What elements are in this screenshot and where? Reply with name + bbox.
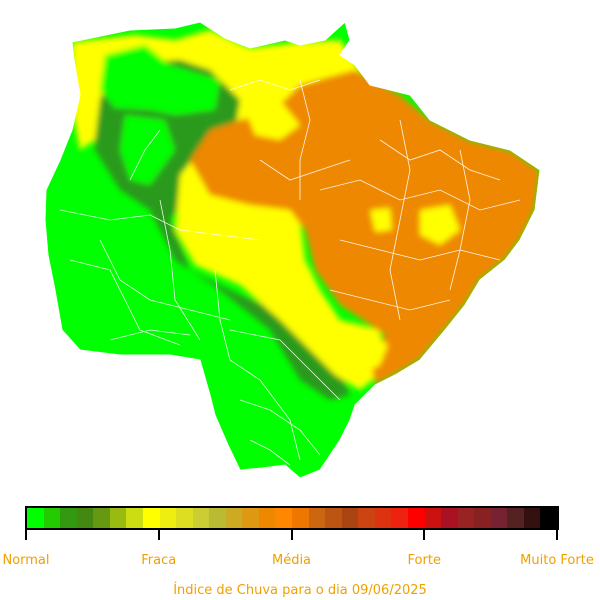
legend-tick (157, 530, 160, 540)
legend-label-média: Média (271, 553, 312, 568)
legend-swatch (60, 508, 77, 528)
zone-fraca-patch (420, 205, 460, 245)
legend-swatch (391, 508, 408, 528)
legend-swatch (43, 508, 61, 528)
legend-swatch (76, 508, 94, 528)
legend-swatch (93, 508, 110, 528)
legend-swatch (258, 508, 276, 528)
legend-tick (290, 530, 293, 540)
zone-fraca-patch (245, 220, 290, 275)
legend-swatch (176, 508, 193, 528)
legend-swatch (142, 508, 160, 528)
legend-swatch (341, 508, 359, 528)
rain-zones (45, 22, 540, 478)
legend-swatch (441, 508, 458, 528)
legend-swatch (507, 508, 524, 528)
zone-fraca-patch (310, 325, 388, 380)
legend-tick (25, 530, 27, 540)
legend-swatch (540, 508, 557, 528)
state-map (44, 21, 541, 479)
legend-swatch (292, 508, 309, 528)
zone-normal-pocket (100, 45, 220, 115)
zone-normal-pocket (120, 115, 175, 185)
zone-media (190, 70, 540, 385)
legend-swatch (159, 508, 177, 528)
legend-swatch (126, 508, 143, 528)
map-caption: Índice de Chuva para o dia 09/06/2025 (173, 583, 427, 598)
legend-swatch (424, 508, 442, 528)
legend-swatch (358, 508, 375, 528)
legend-swatch (109, 508, 127, 528)
legend-tick (423, 530, 426, 540)
legend-swatch (242, 508, 259, 528)
municipality-borders (59, 79, 521, 466)
legend-swatch (457, 508, 475, 528)
legend-label-muito-forte: Muito Forte (520, 553, 594, 568)
legend-swatch (275, 508, 292, 528)
legend-swatch (407, 508, 425, 528)
zone-fraca-patch (370, 208, 392, 232)
legend-tick (556, 530, 558, 540)
legend-swatch (325, 508, 342, 528)
legend-color-bar (25, 506, 559, 530)
legend-swatch (474, 508, 491, 528)
legend-swatch (225, 508, 243, 528)
legend-label-fraca: Fraca (141, 553, 177, 568)
legend-label-forte: Forte (407, 553, 441, 568)
legend-label-normal: Normal (2, 553, 50, 568)
legend-swatch (209, 508, 226, 528)
state-outline (44, 21, 541, 479)
legend-swatch (27, 508, 44, 528)
legend-swatch (523, 508, 541, 528)
zone-fraca-patch (245, 100, 300, 140)
legend-swatch (374, 508, 392, 528)
legend-swatch (490, 508, 508, 528)
legend-swatch (308, 508, 326, 528)
legend-swatch (192, 508, 210, 528)
